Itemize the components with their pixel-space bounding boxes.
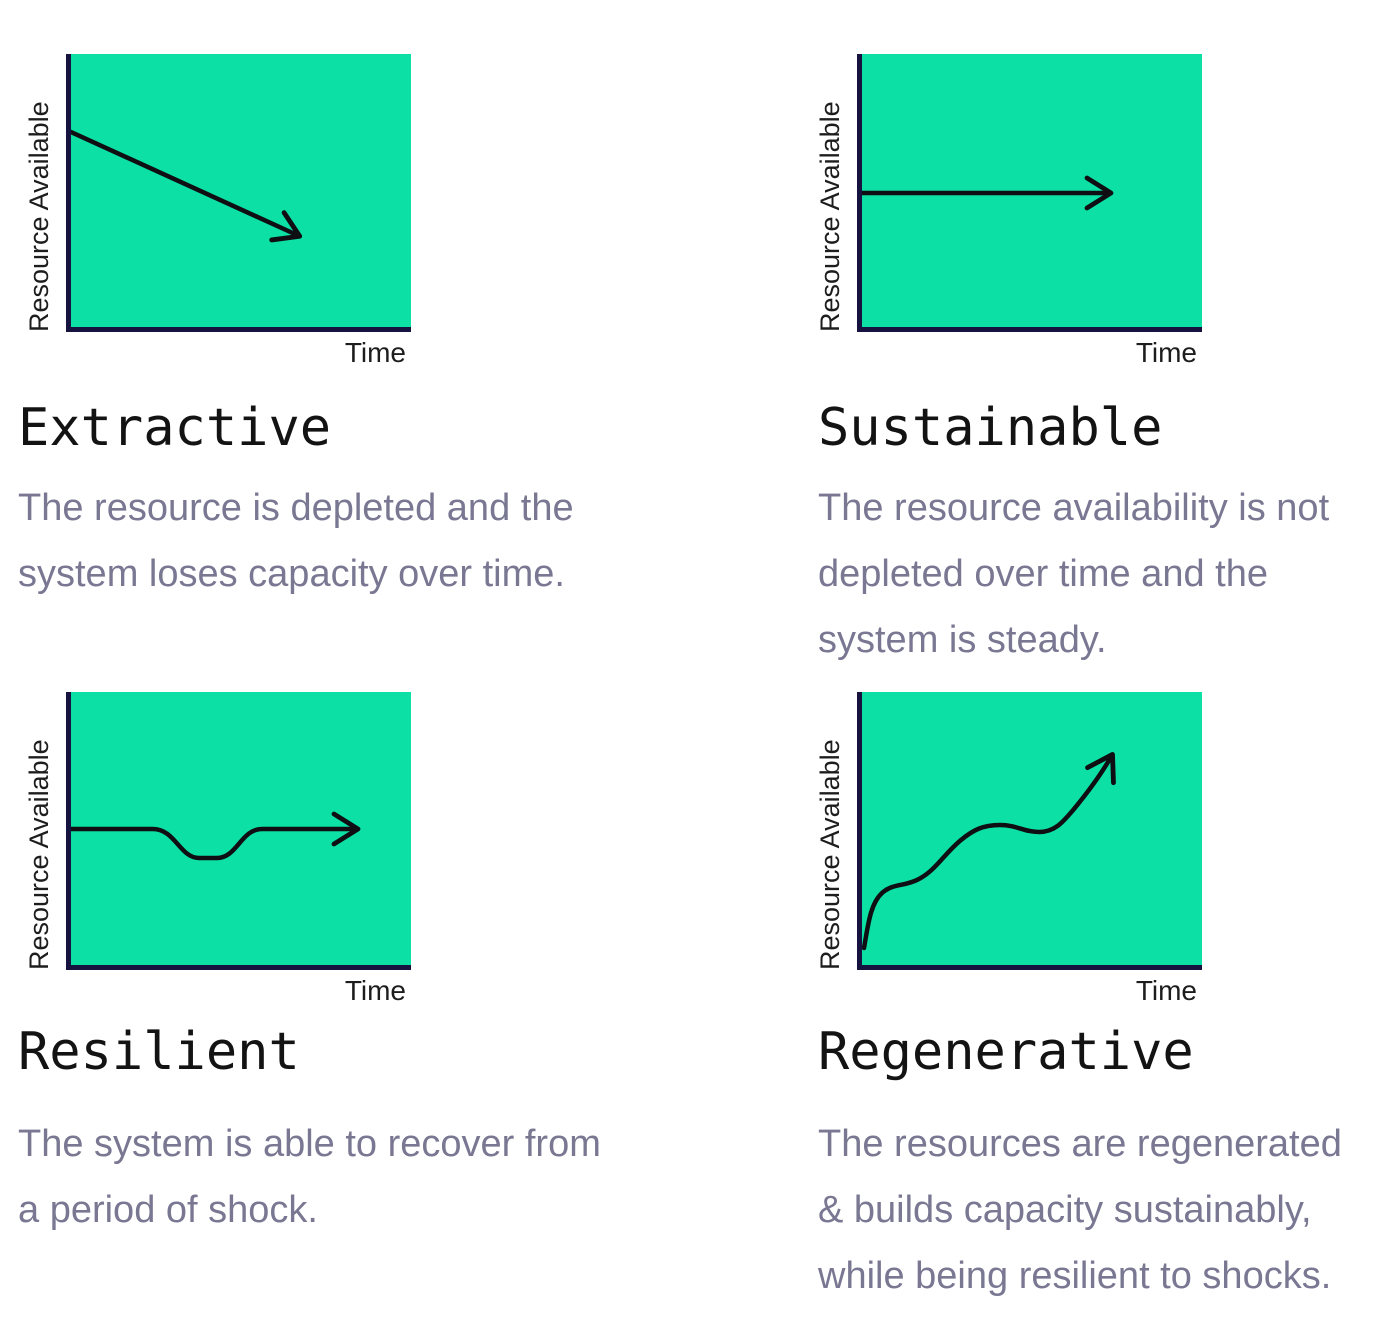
dip-recovery-trend-arrow [71, 811, 361, 861]
y-axis-label: Resource Available [815, 101, 845, 332]
regenerative-card: Resource Available Time Regenerative The… [700, 638, 1400, 1309]
extractive-chart: Resource Available [18, 54, 411, 332]
declining-trend-arrow [71, 129, 303, 243]
sustainable-card: Resource Available Time Sustainable The … [700, 0, 1400, 661]
resilient-plot-area [66, 692, 411, 970]
y-axis-label: Resource Available [24, 101, 54, 332]
regeneration-infographic: Resource Available Time Extractive The r… [0, 0, 1400, 1309]
x-axis-label: Time [344, 975, 406, 1006]
resilient-card: Resource Available Time Resilient The sy… [0, 638, 700, 1309]
x-axis-label: Time [1135, 975, 1197, 1006]
resilient-chart: Resource Available [18, 692, 411, 970]
x-axis-label: Time [1135, 337, 1197, 368]
card-title: Sustainable [818, 398, 1163, 458]
card-title: Extractive [18, 398, 332, 458]
sustainable-chart: Resource Available [809, 54, 1202, 332]
regenerative-chart: Resource Available [809, 692, 1202, 970]
card-description: The resources are regenerated & builds c… [818, 1123, 1342, 1297]
y-axis-label: Resource Available [815, 739, 845, 970]
y-axis-label: Resource Available [24, 739, 54, 970]
card-description: The resource availability is not deplete… [818, 487, 1330, 661]
regenerative-plot-area [857, 692, 1202, 970]
extractive-plot-area [66, 54, 411, 332]
x-axis-label: Time [344, 337, 406, 368]
card-description: The resource is depleted and the system … [18, 487, 574, 595]
card-title: Resilient [18, 1022, 300, 1082]
sustainable-plot-area [857, 54, 1202, 332]
rising-wavy-trend-arrow [862, 752, 1116, 951]
card-title: Regenerative [818, 1022, 1194, 1082]
flat-trend-arrow [862, 175, 1114, 211]
card-description: The system is able to recover from a per… [18, 1123, 601, 1231]
extractive-card: Resource Available Time Extractive The r… [0, 0, 700, 638]
